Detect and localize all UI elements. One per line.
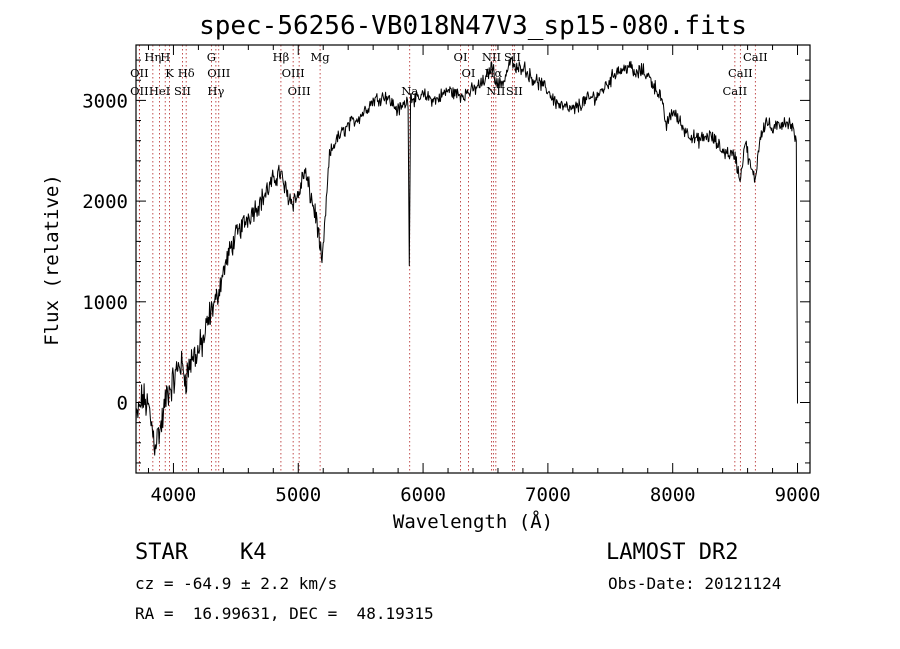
line-marker-label: Hδ [178, 66, 195, 80]
spectrum-line [135, 56, 798, 456]
chart-title: spec-56256-VB018N47V3_sp15-080.fits [199, 11, 747, 41]
y-tick-label: 1000 [82, 292, 128, 314]
line-marker-label: SII [174, 84, 191, 98]
line-marker-label: OII [130, 66, 149, 80]
line-marker-label: OII [130, 84, 149, 98]
y-axis-label: Flux (relative) [41, 174, 63, 346]
line-marker-label: K [165, 66, 174, 80]
y-tick-label: 2000 [82, 191, 128, 213]
class-label: STAR [135, 540, 188, 565]
line-marker-label: H [160, 50, 170, 64]
line-marker-label: OIII [207, 66, 230, 80]
line-marker-label: Hη [144, 50, 161, 64]
line-marker-label: G [207, 50, 216, 64]
coordinates-text: RA = 16.99631, DEC = 48.19315 [135, 604, 434, 623]
survey-label: LAMOST DR2 [606, 540, 739, 565]
line-marker-label: OIII [288, 84, 311, 98]
line-marker-label: OIII [282, 66, 305, 80]
y-tick-label: 3000 [82, 90, 128, 112]
line-marker-label: HeI [149, 84, 170, 98]
redshift-text: cz = -64.9 ± 2.2 km/s [135, 574, 338, 593]
x-axis-label: Wavelength (Å) [393, 510, 553, 533]
x-tick-label: 4000 [151, 484, 197, 506]
x-tick-label: 7000 [525, 484, 571, 506]
x-axis-ticks: 4000 5000 6000 7000 8000 9000 [147, 45, 821, 506]
line-marker-label: SII [506, 84, 523, 98]
x-tick-label: 9000 [775, 484, 821, 506]
x-tick-label: 8000 [650, 484, 696, 506]
x-tick-label: 5000 [275, 484, 321, 506]
plot-frame [135, 44, 811, 474]
line-marker-label: OI [462, 66, 476, 80]
line-marker-label: CaII [722, 84, 747, 98]
line-marker-label: Mg [311, 50, 331, 64]
line-marker-label: CaII [728, 66, 753, 80]
line-marker-label: OI [454, 50, 468, 64]
subclass-label: K4 [240, 540, 267, 565]
y-axis-ticks: 0 1000 2000 3000 [82, 59, 810, 464]
line-markers [138, 45, 756, 473]
line-marker-label: CaII [743, 50, 768, 64]
line-marker-label: NII [482, 50, 501, 64]
line-marker-label: Na [401, 84, 418, 98]
line-marker-label: Hβ [273, 50, 290, 64]
obs-date-text: Obs-Date: 20121124 [608, 574, 782, 593]
x-tick-label: 6000 [400, 484, 446, 506]
y-tick-label: 0 [117, 393, 128, 415]
line-marker-label: Hγ [207, 84, 224, 98]
